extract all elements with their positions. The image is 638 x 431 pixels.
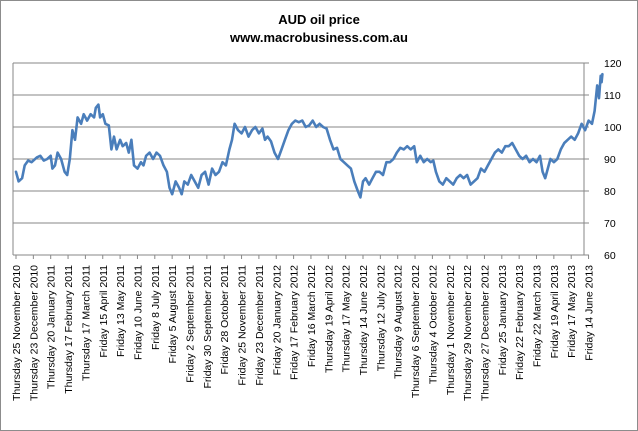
y-tick-label: 100	[604, 122, 622, 134]
x-tick-label: Thursday 17 March 2011	[80, 265, 92, 381]
x-tick-label: Thursday 23 December 2010	[28, 265, 40, 401]
chart-title: AUD oil price	[278, 12, 360, 27]
y-tick-label: 120	[604, 58, 622, 70]
x-tick-label: Thursday 20 January 2011	[46, 265, 58, 389]
x-tick-label: Friday 22 March 2013	[532, 265, 544, 367]
x-tick-label: Thursday 17 May 2012	[341, 265, 353, 373]
x-tick-label: Friday 17 February 2012	[289, 265, 301, 380]
x-tick-label: Friday 14 June 2013	[584, 265, 596, 361]
x-tick-label: Friday 2 September 2011	[185, 265, 197, 383]
series-layer	[14, 72, 604, 199]
x-tick-label: Friday 22 February 2013	[514, 265, 526, 380]
x-tick-label: Thursday 14 June 2012	[358, 265, 370, 375]
x-tick-label: Friday 13 May 2011	[115, 265, 127, 357]
x-tick-label: Friday 25 November 2011	[237, 265, 249, 386]
x-tick-label: Friday 19 April 2013	[549, 265, 561, 359]
x-tick-label: Thursday 19 April 2012	[323, 265, 335, 373]
x-tick-label: Thursday 9 August 2012	[393, 265, 405, 379]
x-tick-label: Friday 28 October 2011	[219, 265, 231, 375]
chart-subtitle: www.macrobusiness.com.au	[229, 30, 408, 45]
x-tick-label: Friday 17 May 2013	[566, 265, 578, 358]
axes	[12, 62, 590, 259]
x-tick-label: Thursday 25 November 2010	[11, 265, 23, 401]
y-tick-label: 110	[604, 90, 621, 102]
x-tick-label: Friday 25 January 2013	[497, 265, 509, 375]
y-tick-label: 60	[604, 250, 616, 262]
x-tick-label: Friday 10 June 2011	[132, 265, 144, 360]
x-tick-label: Friday 20 January 2012	[271, 265, 283, 375]
x-tick-label: Thursday 12 July 2012	[375, 265, 387, 371]
x-tick-label: Thursday 6 September 2012	[410, 265, 422, 398]
x-tick-label: Friday 5 August 2011	[167, 265, 179, 364]
y-tick-labels: 60 70 80 90 100 110 120	[604, 58, 622, 262]
y-tick-label: 80	[604, 186, 616, 198]
x-tick-label: Friday 30 September 2011	[202, 265, 214, 389]
x-tick-label: Thursday 29 November 2012	[462, 265, 474, 401]
series-line-0	[14, 72, 604, 199]
y-tick-label: 70	[604, 218, 616, 230]
x-tick-label: Friday 15 April 2011	[98, 265, 110, 358]
x-tick-label: Friday 8 July 2011	[150, 265, 162, 350]
x-tick-labels: Thursday 25 November 2010 Thursday 23 Dec…	[11, 265, 596, 401]
x-tick-label: Friday 16 March 2012	[306, 265, 318, 367]
x-tick-label: Thursday 17 February 2011	[63, 265, 75, 394]
x-tick-label: Friday 23 December 2011	[254, 265, 266, 386]
y-tick-label: 90	[604, 154, 616, 166]
x-tick-label: Thursday 1 November 2012	[445, 265, 457, 395]
x-tick-label: Thursday 4 October 2012	[427, 265, 439, 384]
x-tick-label: Thursday 27 December 2012	[479, 265, 491, 401]
gridlines	[13, 62, 584, 256]
